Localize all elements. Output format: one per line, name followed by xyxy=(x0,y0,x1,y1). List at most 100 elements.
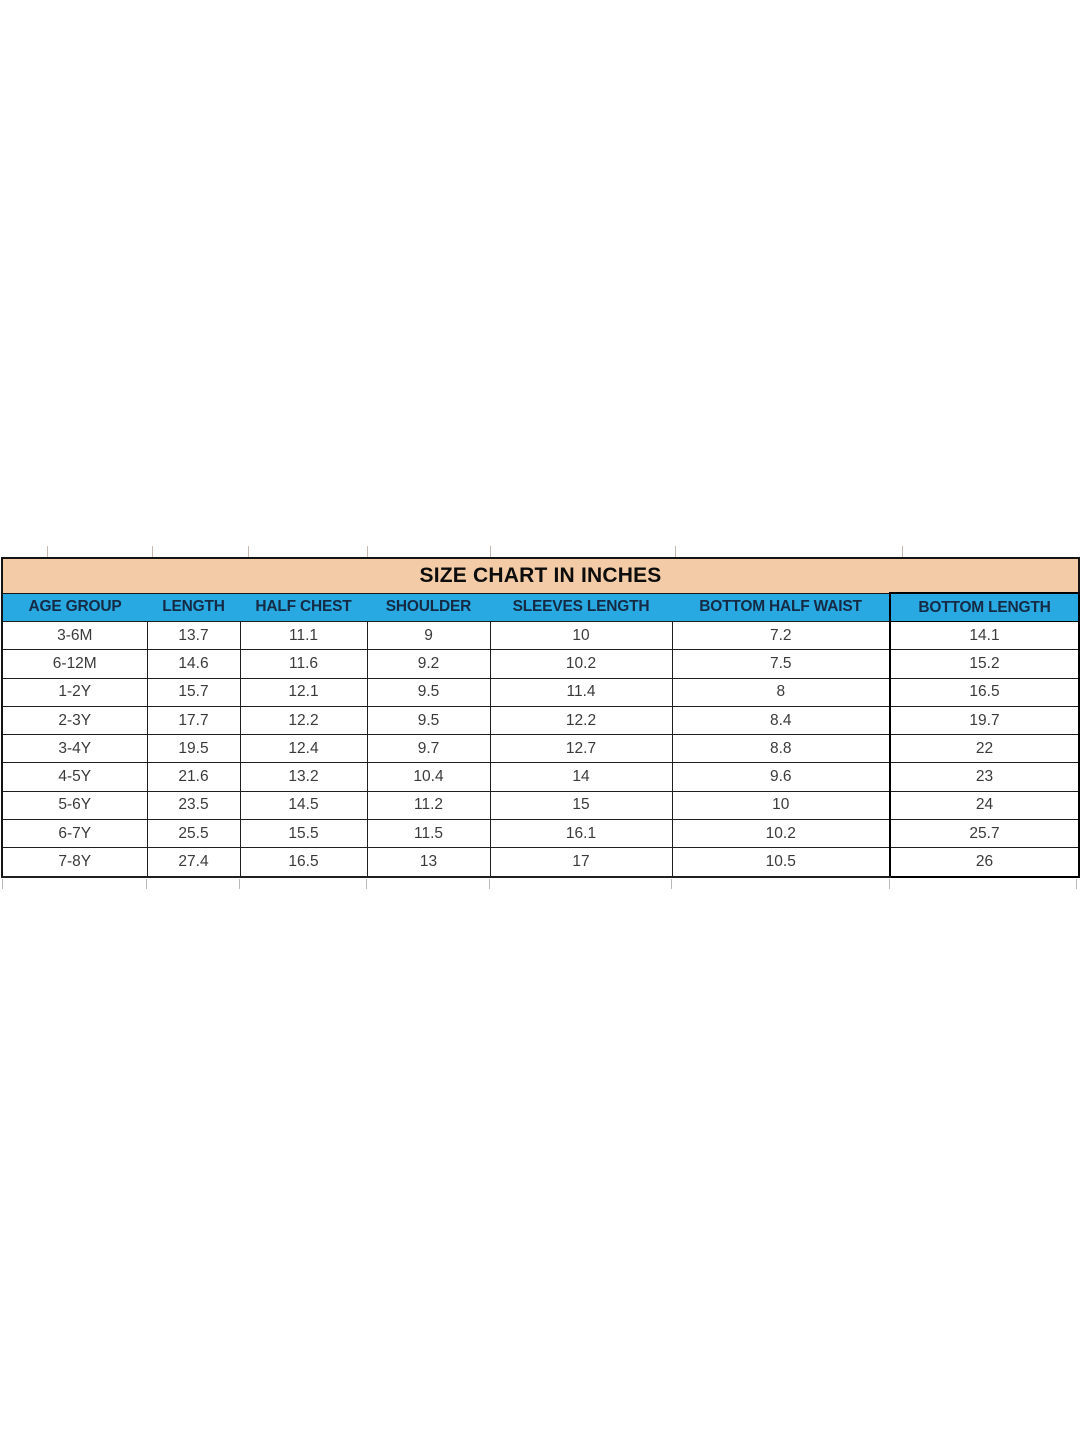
size-chart-table: SIZE CHART IN INCHES AGE GROUP LENGTH HALF… xyxy=(1,557,1080,878)
table-row: 2-3Y 17.7 12.2 9.5 12.2 8.4 19.7 xyxy=(1,705,1080,736)
table-row: 1-2Y 15.7 12.1 9.5 11.4 8 16.5 xyxy=(1,677,1080,707)
measurement-cell: 23 xyxy=(889,762,1080,792)
table-title: SIZE CHART IN INCHES xyxy=(2,558,1079,594)
measurement-cell: 10.2 xyxy=(671,819,891,849)
gridline-stub xyxy=(2,879,3,889)
table-row: 4-5Y 21.6 13.2 10.4 14 9.6 23 xyxy=(1,762,1080,792)
measurement-cell: 14.6 xyxy=(146,649,241,679)
measurement-cell: 15 xyxy=(489,790,673,821)
measurement-cell: 15.2 xyxy=(889,649,1080,679)
measurement-cell: 17.7 xyxy=(146,705,241,736)
age-group-cell: 3-4Y xyxy=(1,734,148,764)
age-group-cell: 7-8Y xyxy=(1,847,148,878)
measurement-cell: 12.2 xyxy=(239,705,368,736)
age-group-cell: 4-5Y xyxy=(1,762,148,792)
size-table-body: 3-6M 13.7 11.1 9 10 7.2 14.1 6-12M 14.6 11.6 9.2 10… xyxy=(1,620,1080,878)
column-header-sleeves-length: SLEEVES LENGTH xyxy=(490,593,672,622)
measurement-cell: 7.2 xyxy=(671,620,891,651)
age-group-cell: 5-6Y xyxy=(1,790,148,821)
table-row: 7-8Y 27.4 16.5 13 17 10.5 26 xyxy=(1,847,1080,878)
measurement-cell: 25.7 xyxy=(889,819,1080,849)
measurement-cell: 11.2 xyxy=(366,790,491,821)
gridline-stub xyxy=(366,879,367,889)
measurement-cell: 13.7 xyxy=(146,620,241,651)
measurement-cell: 9.2 xyxy=(366,649,491,679)
gridline-stub xyxy=(889,879,890,889)
measurement-cell: 12.4 xyxy=(239,734,368,764)
measurement-cell: 12.2 xyxy=(489,705,673,736)
column-header-length: LENGTH xyxy=(147,593,240,622)
gridline-stub xyxy=(902,546,903,557)
measurement-cell: 9.5 xyxy=(366,705,491,736)
measurement-cell: 8.4 xyxy=(671,705,891,736)
gridline-stub xyxy=(671,879,672,889)
measurement-cell: 10.5 xyxy=(671,847,891,878)
measurement-cell: 10 xyxy=(489,620,673,651)
gridline-stub xyxy=(248,546,249,557)
measurement-cell: 13 xyxy=(366,847,491,878)
gridline-stub xyxy=(146,879,147,889)
table-title-row: SIZE CHART IN INCHES xyxy=(2,558,1079,594)
measurement-cell: 17 xyxy=(489,847,673,878)
gridline-stub xyxy=(152,546,153,557)
measurement-cell: 8 xyxy=(671,677,891,707)
age-group-cell: 2-3Y xyxy=(1,705,148,736)
measurement-cell: 12.1 xyxy=(239,677,368,707)
measurement-cell: 9.6 xyxy=(671,762,891,792)
measurement-cell: 10 xyxy=(671,790,891,821)
measurement-cell: 23.5 xyxy=(146,790,241,821)
header-row: AGE GROUP LENGTH HALF CHEST SHOULDER SLEEVES… xyxy=(2,592,1080,622)
measurement-cell: 11.6 xyxy=(239,649,368,679)
table-row: 3-4Y 19.5 12.4 9.7 12.7 8.8 22 xyxy=(1,734,1080,764)
measurement-cell: 11.1 xyxy=(239,620,368,651)
table-row: 6-7Y 25.5 15.5 11.5 16.1 10.2 25.7 xyxy=(1,819,1080,849)
measurement-cell: 27.4 xyxy=(146,847,241,878)
table-row: 3-6M 13.7 11.1 9 10 7.2 14.1 xyxy=(1,620,1080,651)
measurement-cell: 14.5 xyxy=(239,790,368,821)
measurement-cell: 14.1 xyxy=(889,620,1080,651)
measurement-cell: 12.7 xyxy=(489,734,673,764)
table-row: 6-12M 14.6 11.6 9.2 10.2 7.5 15.2 xyxy=(1,649,1080,679)
measurement-cell: 25.5 xyxy=(146,819,241,849)
measurement-cell: 24 xyxy=(889,790,1080,821)
measurement-cell: 16.5 xyxy=(239,847,368,878)
column-header-half-chest: HALF CHEST xyxy=(240,593,367,622)
measurement-cell: 21.6 xyxy=(146,762,241,792)
column-header-age-group: AGE GROUP xyxy=(2,593,147,622)
column-header-bottom-length: BOTTOM LENGTH xyxy=(889,592,1080,622)
measurement-cell: 11.4 xyxy=(489,677,673,707)
gridline-stub xyxy=(239,879,240,889)
gridline-stub xyxy=(675,546,676,557)
gridline-stub xyxy=(1076,879,1077,889)
measurement-cell: 22 xyxy=(889,734,1080,764)
age-group-cell: 6-12M xyxy=(1,649,148,679)
measurement-cell: 9.5 xyxy=(366,677,491,707)
age-group-cell: 6-7Y xyxy=(1,819,148,849)
measurement-cell: 19.7 xyxy=(889,705,1080,736)
measurement-cell: 13.2 xyxy=(239,762,368,792)
measurement-cell: 8.8 xyxy=(671,734,891,764)
measurement-cell: 7.5 xyxy=(671,649,891,679)
measurement-cell: 10.2 xyxy=(489,649,673,679)
measurement-cell: 19.5 xyxy=(146,734,241,764)
gridline-stub xyxy=(490,546,491,557)
measurement-cell: 16.1 xyxy=(489,819,673,849)
gridline-stub xyxy=(367,546,368,557)
measurement-cell: 16.5 xyxy=(889,677,1080,707)
measurement-cell: 15.7 xyxy=(146,677,241,707)
age-group-cell: 1-2Y xyxy=(1,677,148,707)
measurement-cell: 9.7 xyxy=(366,734,491,764)
measurement-cell: 15.5 xyxy=(239,819,368,849)
measurement-cell: 10.4 xyxy=(366,762,491,792)
age-group-cell: 3-6M xyxy=(1,620,148,651)
gridline-stub xyxy=(47,546,48,557)
column-header-shoulder: SHOULDER xyxy=(367,593,490,622)
measurement-cell: 26 xyxy=(889,847,1080,878)
table-row: 5-6Y 23.5 14.5 11.2 15 10 24 xyxy=(1,790,1080,821)
measurement-cell: 9 xyxy=(366,620,491,651)
column-header-bottom-half-waist: BOTTOM HALF WAIST xyxy=(672,593,890,622)
measurement-cell: 11.5 xyxy=(366,819,491,849)
gridline-stub xyxy=(489,879,490,889)
measurement-cell: 14 xyxy=(489,762,673,792)
